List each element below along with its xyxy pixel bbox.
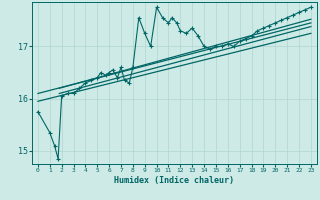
X-axis label: Humidex (Indice chaleur): Humidex (Indice chaleur)	[115, 176, 234, 185]
